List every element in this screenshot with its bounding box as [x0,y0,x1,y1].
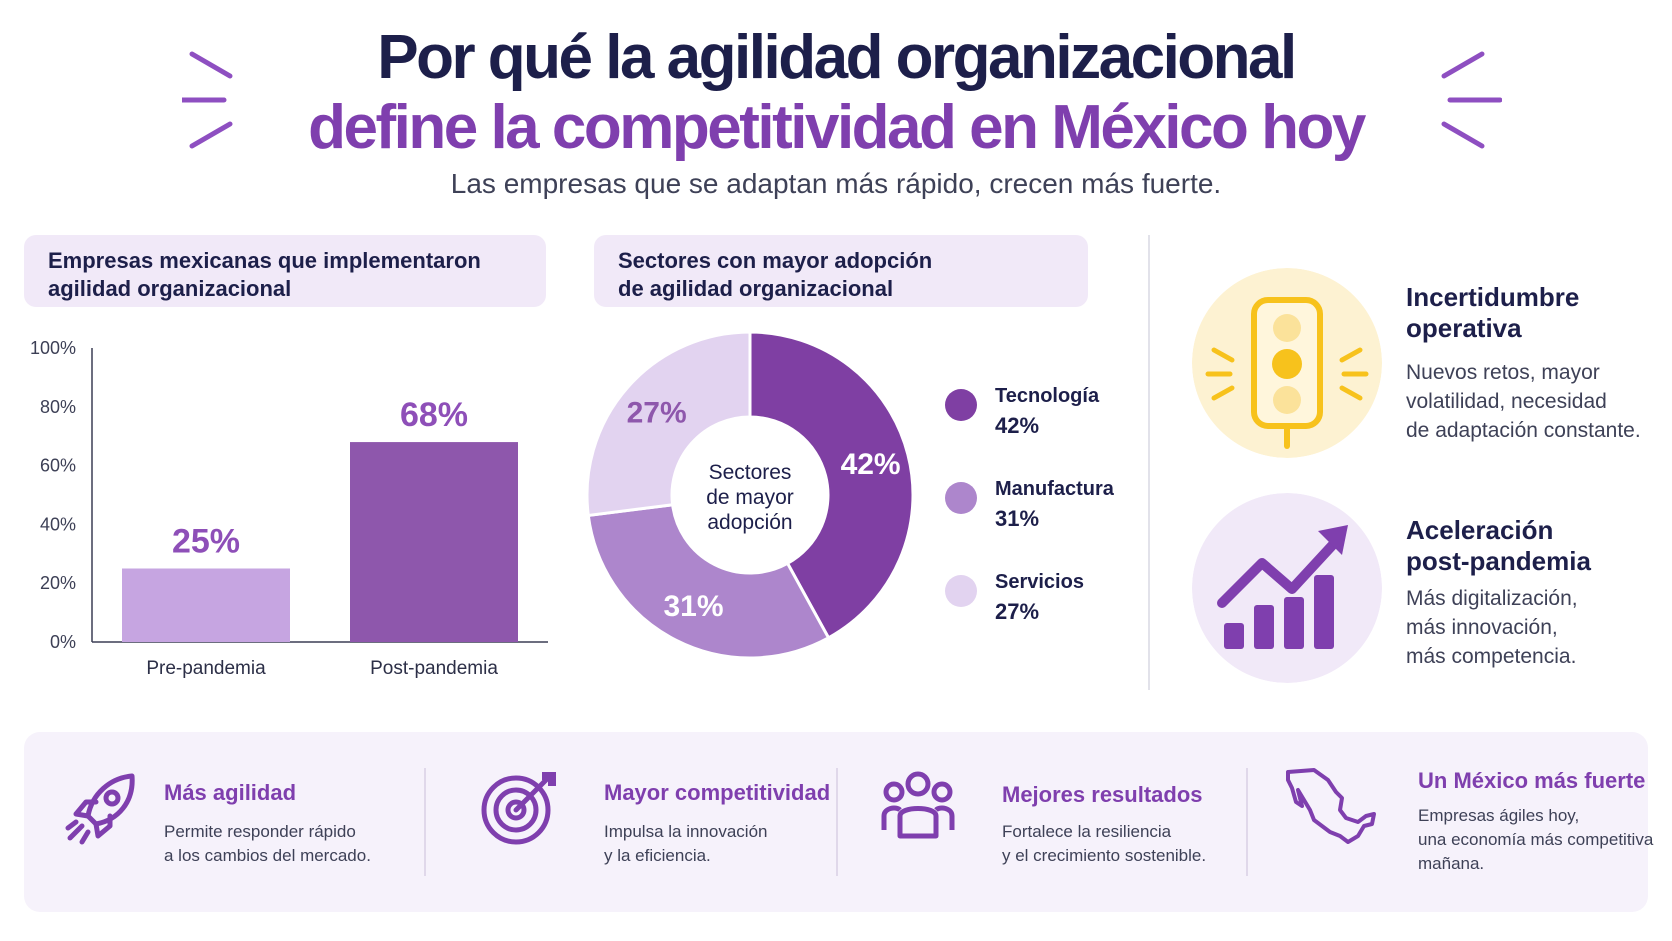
feature-desc-incertidumbre-line-3: de adaptación constante. [1406,419,1641,442]
feature-desc-incertidumbre: Nuevos retos, mayor volatilidad, necesid… [1406,358,1641,445]
bar-value-label: 25% [172,523,240,561]
benefit-mexico-mas-fuerte: Un México más fuerte Empresas ágiles hoy… [1248,732,1653,912]
benefit-title-mejores-resultados: Mejores resultados [1002,782,1203,807]
bar-chart-title-line-2: agilidad organizacional [48,276,292,301]
legend-label-tecnologia: Tecnología [995,385,1100,407]
rocket-icon [65,773,135,845]
benefit-desc-mexico-mas-fuerte-line-1: Empresas ágiles hoy, [1418,806,1580,825]
benefit-desc-mexico-mas-fuerte: Empresas ágiles hoy, una economía más co… [1418,804,1653,876]
donut-chart-title-line-2: de agilidad organizacional [618,276,894,301]
feature-desc-incertidumbre-line-1: Nuevos retos, mayor [1406,361,1600,384]
feature-title-aceleracion-line-2: post-pandemia [1406,546,1591,576]
burst-lines-left-icon [182,51,233,149]
benefit-desc-mayor-competitividad-line-1: Impulsa la innovación [604,822,768,841]
feature-title-incertidumbre-line-2: operativa [1406,313,1522,343]
feature-desc-aceleracion-line-3: más competencia. [1406,645,1577,668]
feature-desc-incertidumbre-line-2: volatilidad, necesidad [1406,390,1607,413]
benefit-desc-mejores-resultados-line-1: Fortalece la resiliencia [1002,822,1172,841]
donut-slice [748,330,915,640]
y-tick-label: 100% [30,338,76,358]
benefit-mayor-competitividad: Mayor competitividad Impulsa la innovaci… [426,732,836,912]
feature-desc-aceleracion-line-2: más innovación, [1406,616,1558,639]
donut-chart-title-line-1: Sectores con mayor adopción [618,248,933,273]
bar-chart: 0% 20% 40% 60% 80% 100% 25% Pre-pandemia 68% Post… [30,338,548,679]
slice-value-label: 31% [663,590,723,623]
bar-chart-title-line-1: Empresas mexicanas que implementaron [48,248,481,273]
mexico-map-icon [1286,768,1376,844]
bar-chart-title: Empresas mexicanas que implementaron agi… [24,235,546,307]
benefit-desc-mexico-mas-fuerte-line-3: mañana. [1418,854,1485,873]
benefit-desc-mejores-resultados: Fortalece la resiliencia y el crecimient… [1002,820,1206,868]
legend-swatch-servicios [945,575,977,607]
benefit-title-mexico-mas-fuerte: Un México más fuerte [1418,768,1646,793]
legend-item-servicios: Servicios 27% [945,571,1145,664]
page-subtitle: Las empresas que se adaptan más rápido, … [450,168,1222,199]
feature-title-aceleracion-line-1: Aceleración [1406,515,1554,545]
benefit-separator [836,768,838,876]
x-tick-label: Post-pandemia [370,658,498,679]
donut-slice [585,330,752,518]
benefit-desc-mejores-resultados-line-2: y el crecimiento sostenible. [1002,846,1207,865]
y-tick-label: 20% [40,573,76,593]
legend-item-tecnologia: Tecnología 42% [945,385,1145,478]
y-tick-label: 0% [50,632,76,652]
donut-chart-title: Sectores con mayor adopción de agilidad … [594,235,1088,307]
legend-swatch-tecnologia [945,389,977,421]
x-tick-label: Pre-pandemia [146,658,266,679]
feature-title-aceleracion: Aceleración post-pandemia [1406,515,1591,577]
legend-label-servicios: Servicios [995,571,1084,593]
traffic-light-icon [1192,268,1382,458]
feature-title-incertidumbre-line-1: Incertidumbre [1406,282,1580,312]
slice-value-label: 42% [841,448,901,481]
legend-label-manufactura: Manufactura [995,478,1114,500]
feature-desc-aceleracion: Más digitalización, más innovación, más … [1406,584,1578,671]
donut-legend: Tecnología 42% Manufactura 31% Servicios… [945,385,1145,664]
benefit-separator [1246,768,1248,876]
legend-value-servicios: 27% [995,599,1040,624]
y-tick-label: 60% [40,456,76,476]
people-icon [881,771,955,839]
burst-lines-right-icon [1441,51,1502,149]
donut-center-label: adopción [707,511,792,534]
feature-desc-aceleracion-line-1: Más digitalización, [1406,587,1578,610]
donut-slice [586,503,831,660]
target-icon [481,772,556,845]
legend-swatch-manufactura [945,482,977,514]
slice-value-label: 27% [627,397,687,430]
legend-value-tecnologia: 42% [995,413,1040,438]
donut-hole [673,418,827,572]
legend-value-manufactura: 31% [995,506,1040,531]
benefit-desc-mayor-competitividad: Impulsa la innovación y la eficiencia. [604,820,767,868]
bar [350,442,518,642]
benefit-mejores-resultados: Mejores resultados Fortalece la resilien… [838,732,1248,912]
benefit-title-mas-agilidad: Más agilidad [164,780,297,805]
bar [122,568,290,642]
donut-center-label: de mayor [706,486,794,509]
page-title-line-2: define la competitividad en México hoy [308,93,1366,162]
section-divider [1148,235,1150,690]
y-tick-label: 40% [40,514,76,534]
benefit-desc-mas-agilidad: Permite responder rápido a los cambios d… [164,820,371,868]
benefit-mas-agilidad: Más agilidad Permite responder rápido a … [24,732,424,912]
y-tick-label: 80% [40,397,76,417]
growth-chart-icon [1192,493,1382,683]
page-title-line-1: Por qué la agilidad organizacional [377,23,1297,92]
bar-value-label: 68% [400,396,468,434]
benefit-desc-mas-agilidad-line-2: a los cambios del mercado. [164,846,371,865]
feature-title-incertidumbre: Incertidumbre operativa [1406,282,1579,344]
benefit-separator [424,768,426,876]
benefit-desc-mayor-competitividad-line-2: y la eficiencia. [604,846,711,865]
benefit-desc-mas-agilidad-line-1: Permite responder rápido [164,822,356,841]
legend-item-manufactura: Manufactura 31% [945,478,1145,571]
benefits-band: Más agilidad Permite responder rápido a … [24,732,1653,912]
benefit-title-mayor-competitividad: Mayor competitividad [604,780,831,805]
benefit-desc-mexico-mas-fuerte-line-2: una economía más competitiva [1418,830,1654,849]
donut-center-label: Sectores [709,461,792,484]
